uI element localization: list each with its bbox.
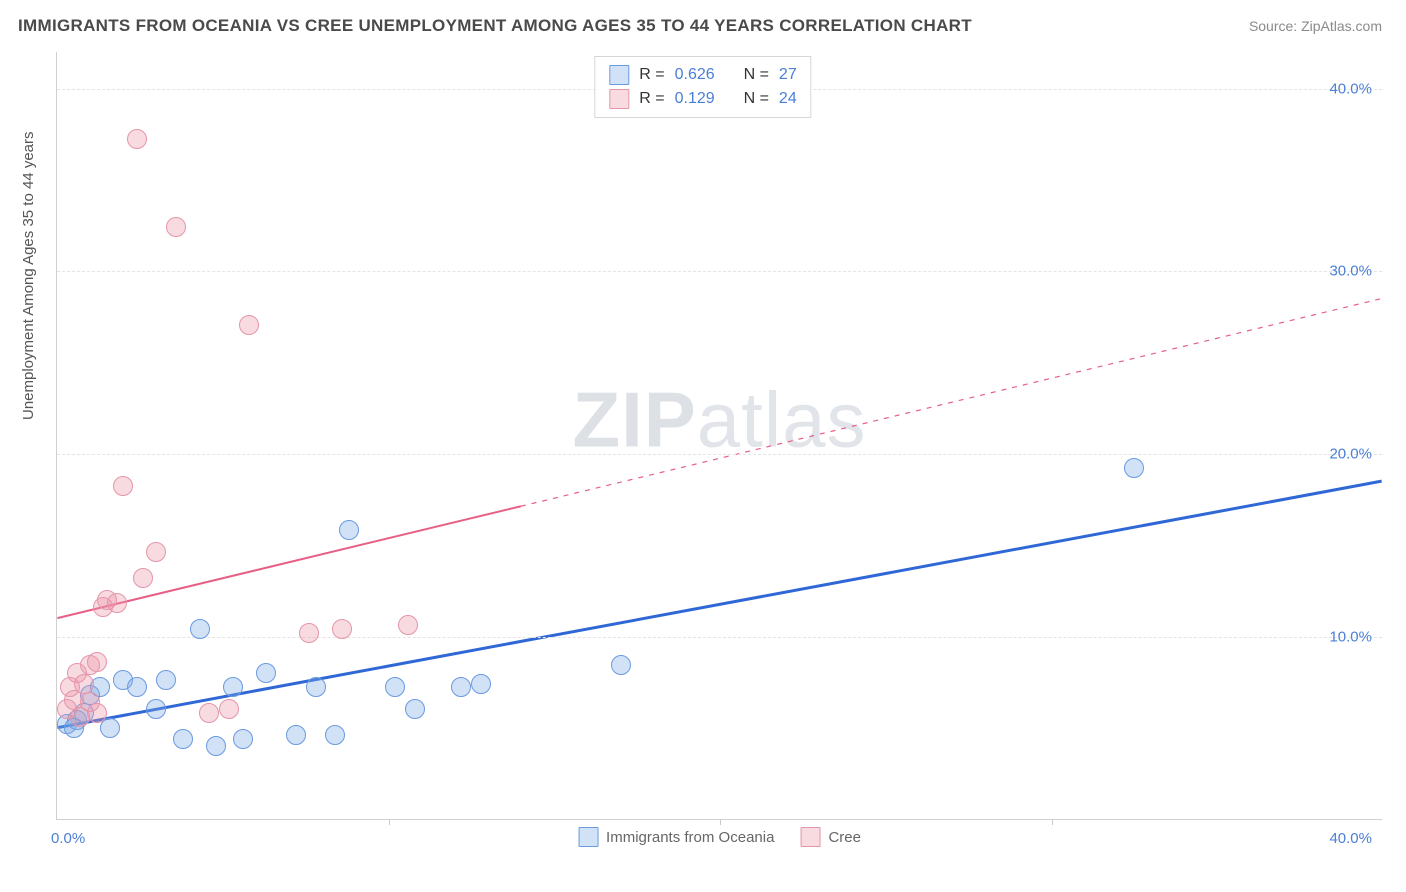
trend-lines-layer [57, 52, 1382, 819]
scatter-point [60, 677, 80, 697]
scatter-point [398, 615, 418, 635]
scatter-point [239, 315, 259, 335]
scatter-point [286, 725, 306, 745]
source-prefix: Source: [1249, 18, 1301, 34]
legend-r-value: 0.626 [675, 66, 715, 84]
scatter-point [133, 568, 153, 588]
plot-area: ZIPatlas 10.0%20.0%30.0%40.0%0.0%40.0%Im… [56, 52, 1382, 820]
scatter-point [385, 677, 405, 697]
scatter-point [87, 652, 107, 672]
scatter-point [199, 703, 219, 723]
correlation-legend: R = 0.626 N = 27 R = 0.129 N = 24 [594, 56, 811, 118]
y-tick-label: 40.0% [1329, 80, 1372, 97]
legend-row: R = 0.626 N = 27 [609, 63, 796, 87]
gridline [57, 271, 1382, 272]
scatter-point [405, 699, 425, 719]
x-tick-mark [720, 819, 721, 825]
trend-line-solid [57, 506, 520, 618]
scatter-point [166, 217, 186, 237]
trend-line-solid [57, 481, 1381, 728]
scatter-point [451, 677, 471, 697]
source-link[interactable]: ZipAtlas.com [1301, 18, 1382, 34]
legend-swatch [578, 827, 598, 847]
legend-row: R = 0.129 N = 24 [609, 87, 796, 111]
scatter-point [127, 677, 147, 697]
scatter-point [80, 692, 100, 712]
x-tick-mark [1052, 819, 1053, 825]
scatter-point [325, 725, 345, 745]
y-tick-label: 30.0% [1329, 263, 1372, 280]
legend-swatch [609, 65, 629, 85]
legend-n-value: 24 [779, 90, 797, 108]
scatter-point [190, 619, 210, 639]
scatter-point [223, 677, 243, 697]
scatter-point [1124, 458, 1144, 478]
legend-n-label: N = [744, 66, 769, 84]
legend-swatch [609, 89, 629, 109]
x-tick-label-min: 0.0% [51, 830, 85, 847]
scatter-point [146, 542, 166, 562]
y-tick-label: 20.0% [1329, 446, 1372, 463]
legend-r-label: R = [639, 66, 664, 84]
series-legend-item: Immigrants from Oceania [578, 827, 774, 847]
legend-swatch [800, 827, 820, 847]
legend-r-label: R = [639, 90, 664, 108]
chart-title: IMMIGRANTS FROM OCEANIA VS CREE UNEMPLOY… [18, 16, 972, 36]
scatter-point [306, 677, 326, 697]
scatter-point [113, 476, 133, 496]
legend-n-label: N = [744, 90, 769, 108]
scatter-point [256, 663, 276, 683]
scatter-point [332, 619, 352, 639]
series-legend-label: Immigrants from Oceania [606, 829, 774, 846]
trend-line-dashed [521, 299, 1382, 507]
scatter-point [471, 674, 491, 694]
scatter-point [233, 729, 253, 749]
series-legend-label: Cree [828, 829, 861, 846]
gridline [57, 637, 1382, 638]
scatter-point [339, 520, 359, 540]
legend-r-value: 0.129 [675, 90, 715, 108]
scatter-point [107, 593, 127, 613]
scatter-point [156, 670, 176, 690]
series-legend-item: Cree [800, 827, 861, 847]
scatter-point [173, 729, 193, 749]
scatter-point [146, 699, 166, 719]
y-axis-label: Unemployment Among Ages 35 to 44 years [20, 131, 37, 420]
scatter-point [127, 129, 147, 149]
gridline [57, 454, 1382, 455]
scatter-point [219, 699, 239, 719]
x-tick-mark [389, 819, 390, 825]
source-attribution: Source: ZipAtlas.com [1249, 18, 1382, 34]
legend-n-value: 27 [779, 66, 797, 84]
series-legend: Immigrants from Oceania Cree [578, 827, 861, 847]
scatter-point [206, 736, 226, 756]
scatter-point [611, 655, 631, 675]
scatter-point [299, 623, 319, 643]
x-tick-label-max: 40.0% [1329, 830, 1372, 847]
y-tick-label: 10.0% [1329, 629, 1372, 646]
